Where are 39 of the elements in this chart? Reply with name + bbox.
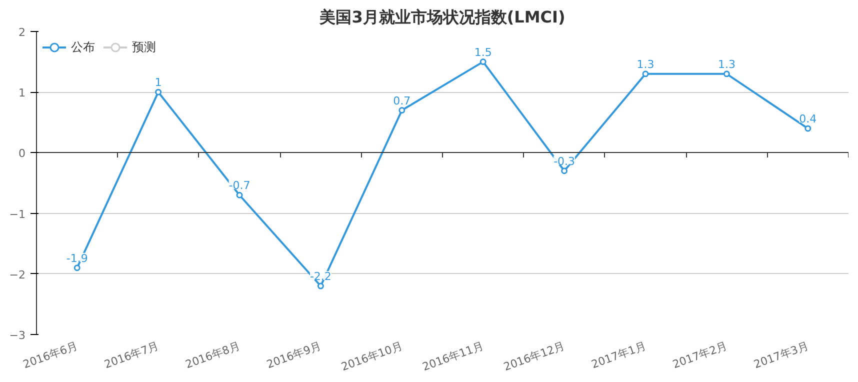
legend-label: 公布 bbox=[71, 38, 95, 56]
y-tick-label: −2 bbox=[9, 268, 26, 282]
data-label: -1.9 bbox=[66, 252, 88, 265]
y-tick-label: −3 bbox=[9, 329, 26, 342]
data-label: -0.7 bbox=[228, 179, 250, 192]
y-tick-label: 0 bbox=[18, 147, 26, 160]
point bbox=[236, 192, 243, 198]
data-label: 0.4 bbox=[799, 112, 817, 126]
x-tick-label: 2016年10月 bbox=[340, 339, 404, 374]
x-tick-label: 2016年8月 bbox=[184, 339, 242, 372]
point bbox=[317, 282, 324, 290]
data-label: 1.3 bbox=[718, 58, 736, 71]
point bbox=[480, 58, 486, 66]
data-label: 1 bbox=[154, 76, 162, 90]
y-tick-label: 2 bbox=[18, 26, 26, 39]
data-label: -0.3 bbox=[554, 154, 576, 168]
x-tick-label: 2017年2月 bbox=[670, 339, 729, 372]
x-tick-label: 2016年7月 bbox=[102, 339, 161, 372]
x-tick-label: 2016年9月 bbox=[264, 339, 323, 372]
point bbox=[561, 168, 568, 174]
x-tick-label: 2016年11月 bbox=[420, 339, 486, 374]
x-tick-label: 2016年6月 bbox=[21, 339, 80, 372]
x-tick-label: 2016年12月 bbox=[502, 339, 567, 374]
point bbox=[398, 107, 406, 114]
x-tick-label: 2017年1月 bbox=[590, 339, 648, 372]
legend-label: 预测 bbox=[132, 38, 156, 56]
y-tick-label: −1 bbox=[9, 208, 26, 221]
data-label: 0.7 bbox=[393, 94, 411, 108]
x-tick-label: 2017年3月 bbox=[752, 339, 810, 372]
point bbox=[642, 70, 649, 78]
point bbox=[804, 125, 812, 132]
chart-title: 美国3月就业市场状况指数(LMCI) bbox=[318, 8, 566, 26]
point bbox=[155, 88, 162, 96]
data-label: 1.5 bbox=[474, 46, 492, 59]
data-label: -2.2 bbox=[310, 270, 332, 284]
point bbox=[74, 264, 80, 272]
data-label: 1.3 bbox=[636, 58, 654, 71]
y-tick-label: 1 bbox=[18, 86, 26, 100]
point bbox=[723, 70, 730, 78]
